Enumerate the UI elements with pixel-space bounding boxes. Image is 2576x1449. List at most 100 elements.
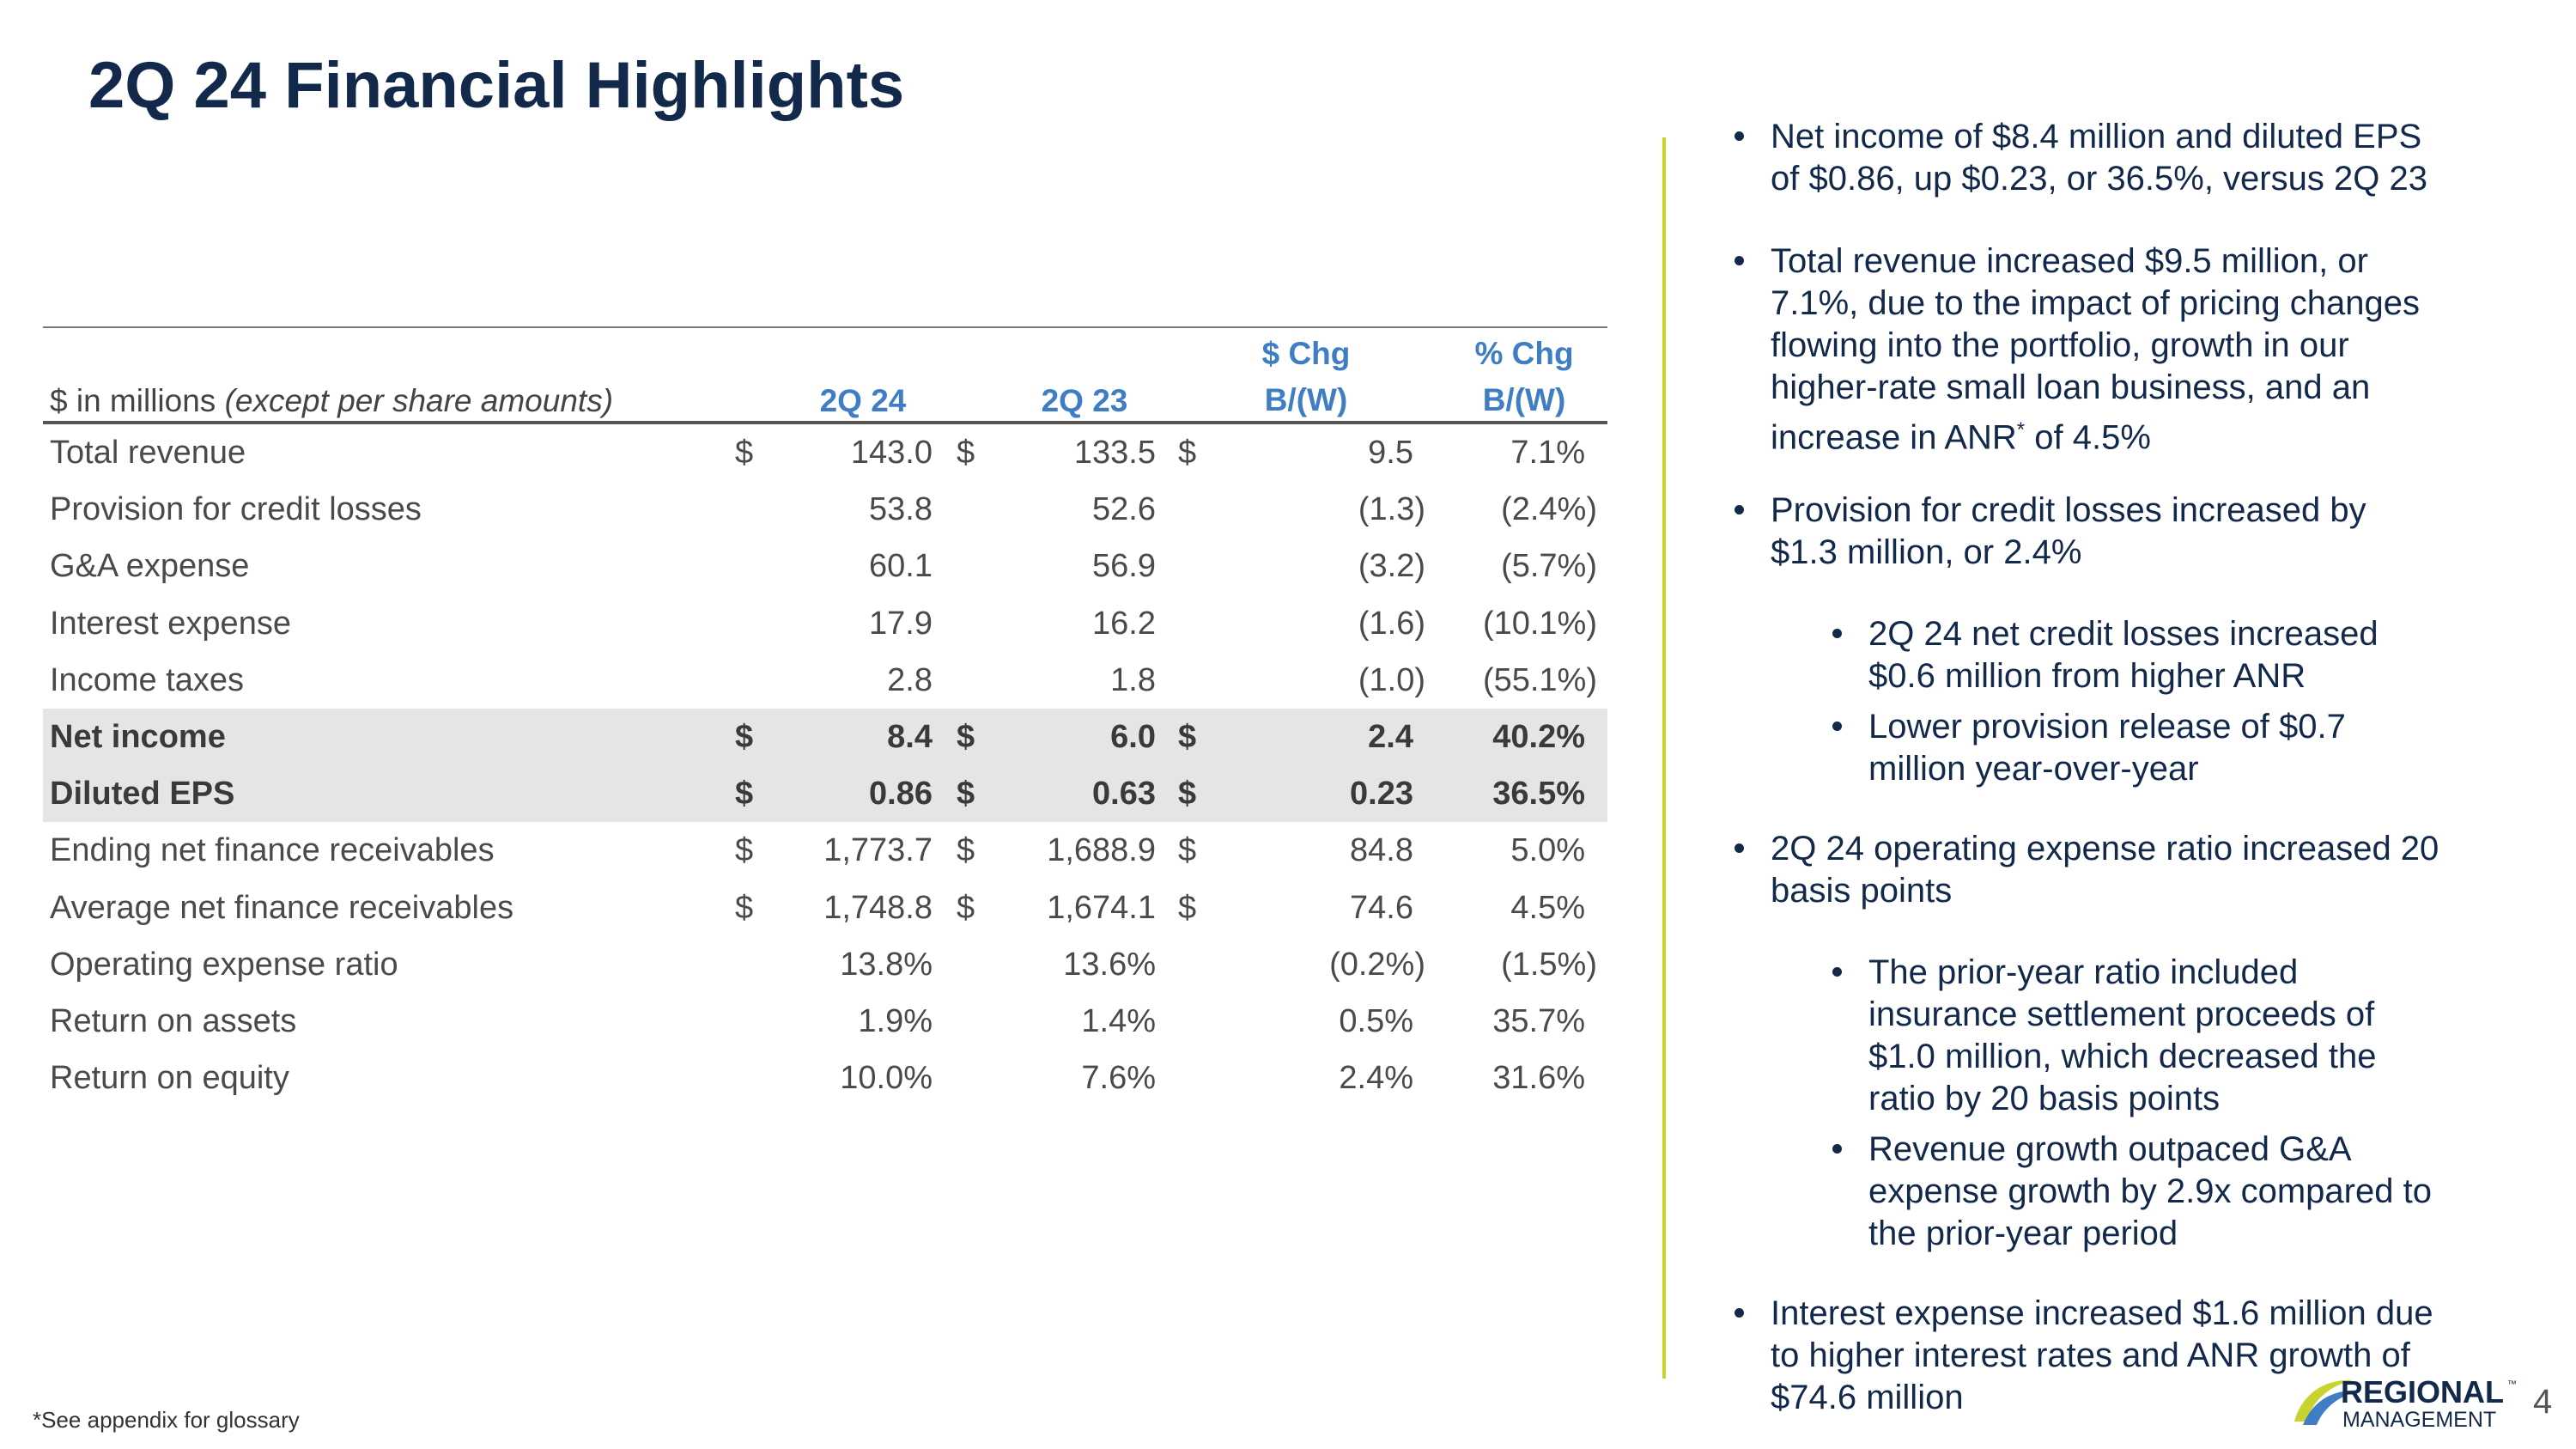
row-label: Total revenue <box>50 435 246 471</box>
logo-line1: REGIONAL <box>2341 1374 2504 1409</box>
table-row: Operating expense ratio 13.8% 13.6% (0.2%) (… <box>43 936 1607 993</box>
cell-value: 7.6% <box>1081 1060 1156 1097</box>
cell-pct-change: 5.0% <box>1510 832 1585 869</box>
table-row: Diluted EPS $0.86 $0.63 $0.23 36.5% <box>43 765 1607 823</box>
bullet-dot <box>1735 505 1744 514</box>
cell-dollar-change: (1.3) <box>1358 491 1425 528</box>
bullet-dot <box>1832 721 1842 731</box>
cell-dollar-change: 9.5 <box>1368 435 1413 471</box>
table-row: Total revenue $143.0 $133.5 $9.5 7.1% <box>43 424 1607 481</box>
cell-currency-symbol: $ <box>957 435 975 471</box>
footnote: *See appendix for glossary <box>33 1407 300 1433</box>
cell-value: 1.8 <box>1110 661 1156 698</box>
cell-dollar-change: 84.8 <box>1350 832 1413 869</box>
cell-pct-change: 36.5% <box>1492 776 1585 813</box>
cell-value: 1,748.8 <box>823 889 933 926</box>
header-pct-chg: % Chg B/(W) <box>1474 336 1574 417</box>
logo-tm: ™ <box>2507 1379 2517 1390</box>
cell-value: 1.4% <box>1081 1003 1156 1039</box>
cell-dollar-change: 2.4% <box>1339 1060 1413 1097</box>
cell-currency-symbol: $ <box>957 776 975 813</box>
cell-dollar-change: 0.23 <box>1350 776 1413 813</box>
table-top-rule <box>43 326 1607 328</box>
cell-currency-symbol: $ <box>957 889 975 926</box>
table-row: Net income $8.4 $6.0 $2.4 40.2% <box>43 709 1607 765</box>
cell-value: 8.4 <box>887 719 933 755</box>
cell-value: 1.9% <box>858 1003 933 1039</box>
cell-currency-symbol: $ <box>957 832 975 869</box>
cell-dollar-change: (0.2%) <box>1329 946 1425 983</box>
table-row: G&A expense 60.1 56.9 (3.2) (5.7%) <box>43 538 1607 594</box>
cell-value: 133.5 <box>1073 435 1156 471</box>
bullet-dot <box>1832 967 1842 977</box>
page-number: 4 <box>2533 1383 2553 1421</box>
row-label: Income taxes <box>50 661 244 698</box>
cell-currency-symbol: $ <box>1178 719 1197 755</box>
cell-dollar-change: 2.4 <box>1368 719 1413 755</box>
cell-value: 10.0% <box>840 1060 933 1097</box>
cell-currency-symbol: $ <box>735 832 754 869</box>
cell-pct-change: 4.5% <box>1510 889 1585 926</box>
bullet-dot <box>1832 629 1842 638</box>
bullet-dot <box>1832 1144 1842 1154</box>
vertical-divider <box>1662 137 1666 1379</box>
cell-currency-symbol: $ <box>735 435 754 471</box>
cell-value: 52.6 <box>1092 491 1156 528</box>
logo-swoosh-blue <box>2303 1390 2360 1425</box>
cell-value: 13.6% <box>1063 946 1156 983</box>
cell-dollar-change: (3.2) <box>1358 548 1425 585</box>
cell-currency-symbol: $ <box>1178 832 1197 869</box>
cell-value: 53.8 <box>869 491 933 528</box>
cell-value: 16.2 <box>1092 605 1156 642</box>
cell-currency-symbol: $ <box>957 719 975 755</box>
cell-pct-change: 40.2% <box>1492 719 1585 755</box>
cell-pct-change: (10.1%) <box>1482 605 1597 642</box>
cell-dollar-change: (1.0) <box>1358 661 1425 698</box>
header-2q23: 2Q 23 <box>1041 383 1128 418</box>
cell-pct-change: (55.1%) <box>1482 661 1597 698</box>
table-header: $ in millions (except per share amounts)… <box>43 326 1607 424</box>
header-units-label: $ in millions (except per share amounts) <box>50 383 614 418</box>
cell-value: 2.8 <box>887 661 933 698</box>
cell-value: 56.9 <box>1092 548 1156 585</box>
cell-pct-change: (2.4%) <box>1501 491 1597 528</box>
logo-swoosh-green <box>2294 1379 2353 1422</box>
cell-dollar-change: (1.6) <box>1358 605 1425 642</box>
bullet-dot <box>1735 256 1744 265</box>
cell-value: 1,688.9 <box>1047 832 1156 869</box>
cell-pct-change: 7.1% <box>1510 435 1585 471</box>
table-row: Return on assets 1.9% 1.4% 0.5% 35.7% <box>43 993 1607 1050</box>
row-label: Return on assets <box>50 1003 297 1039</box>
cell-pct-change: (5.7%) <box>1501 548 1597 585</box>
cell-value: 1,773.7 <box>823 832 933 869</box>
row-label: Operating expense ratio <box>50 946 398 983</box>
table-header-rule <box>43 421 1607 424</box>
cell-currency-symbol: $ <box>1178 776 1197 813</box>
row-label: Provision for credit losses <box>50 491 422 528</box>
header-2q24: 2Q 24 <box>819 383 907 418</box>
cell-dollar-change: 0.5% <box>1339 1003 1413 1039</box>
cell-pct-change: 31.6% <box>1492 1060 1585 1097</box>
cell-value: 0.86 <box>869 776 933 813</box>
table-row: Average net finance receivables $1,748.8 $… <box>43 880 1607 936</box>
cell-value: 17.9 <box>869 605 933 642</box>
cell-dollar-change: 74.6 <box>1350 889 1413 926</box>
table-row: Provision for credit losses 53.8 52.6 (1.3)… <box>43 481 1607 538</box>
row-label: Diluted EPS <box>50 776 235 813</box>
table-row: Interest expense 17.9 16.2 (1.6) (10.1%) <box>43 595 1607 652</box>
cell-value: 6.0 <box>1110 719 1156 755</box>
cell-value: 143.0 <box>850 435 933 471</box>
bullet-dot <box>1735 1308 1744 1318</box>
cell-pct-change: (1.5%) <box>1501 946 1597 983</box>
regional-management-logo: REGIONAL ™ MANAGEMENT <box>2294 1374 2517 1432</box>
row-label: Interest expense <box>50 605 291 642</box>
bullet-dot <box>1735 843 1744 853</box>
table-row: Ending net finance receivables $1,773.7 $1… <box>43 822 1607 879</box>
cell-currency-symbol: $ <box>1178 889 1197 926</box>
cell-currency-symbol: $ <box>735 776 754 813</box>
logo-line2: MANAGEMENT <box>2342 1408 2496 1432</box>
row-label: Ending net finance receivables <box>50 832 495 869</box>
cell-value: 1,674.1 <box>1047 889 1156 926</box>
row-label: G&A expense <box>50 548 250 585</box>
cell-currency-symbol: $ <box>735 889 754 926</box>
